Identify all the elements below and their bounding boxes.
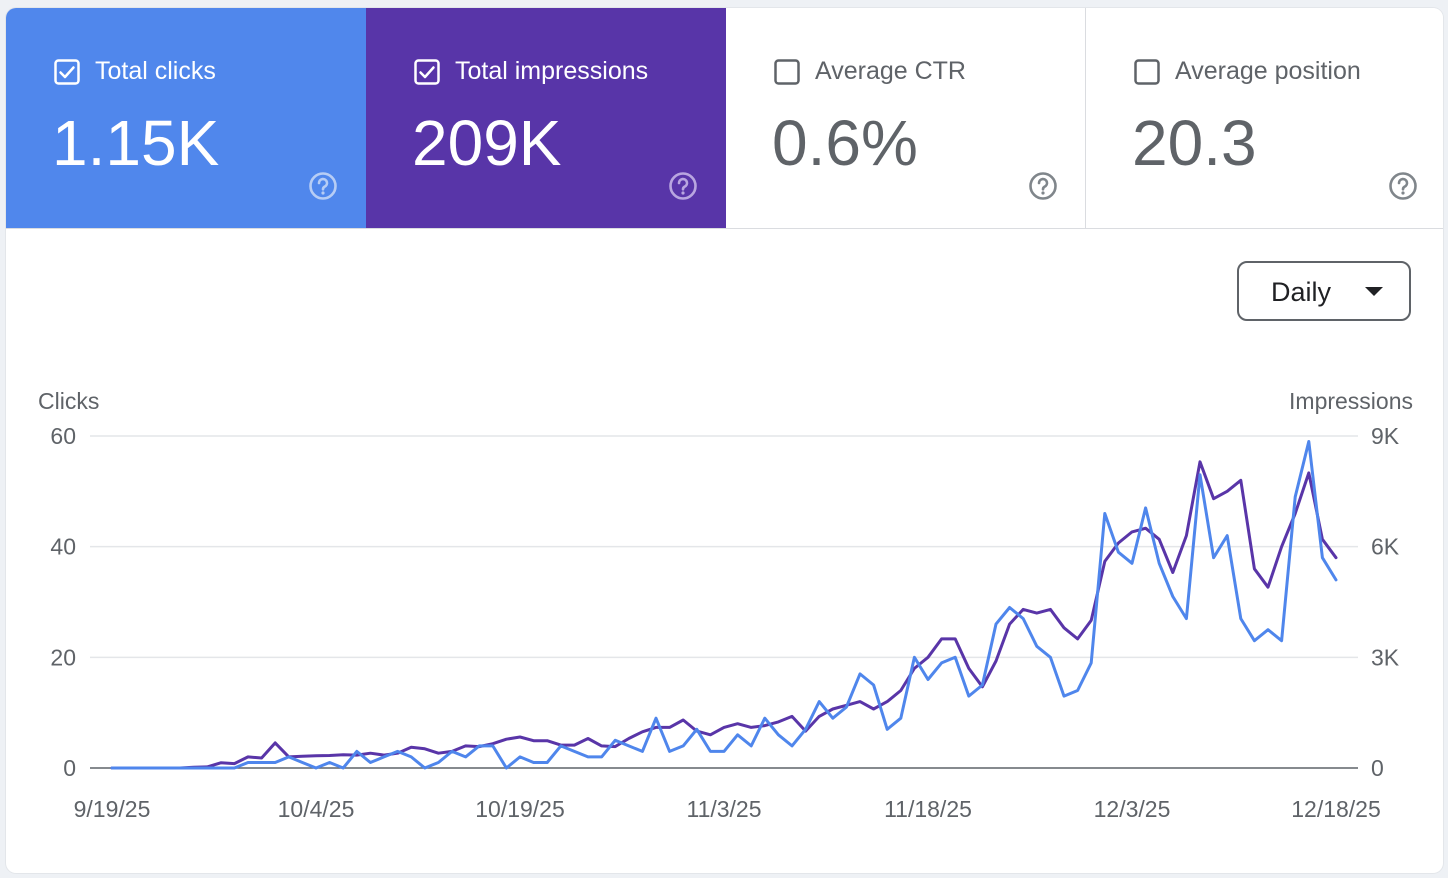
- x-tick-label: 9/19/25: [74, 796, 151, 822]
- metric-label: Average position: [1175, 57, 1361, 85]
- metric-value: 209K: [412, 107, 562, 179]
- left-tick-label: 60: [50, 423, 76, 449]
- x-tick-label: 12/3/25: [1094, 796, 1171, 822]
- x-tick-label: 10/19/25: [475, 796, 565, 822]
- performance-card: Total clicks 1.15K Total impressions 209…: [6, 8, 1443, 873]
- help-icon[interactable]: [668, 171, 698, 201]
- series-line-clicks: [110, 440, 1338, 770]
- right-tick-label: 6K: [1371, 534, 1400, 560]
- granularity-selected: Daily: [1271, 277, 1332, 307]
- caret-down-icon: [1365, 287, 1383, 296]
- performance-chart: Clicks Impressions 0 20 40 60 0 3K 6K 9K 9/19/2…: [38, 388, 1413, 822]
- checkbox-unchecked-icon[interactable]: [774, 59, 800, 85]
- metric-value: 20.3: [1132, 107, 1257, 179]
- left-tick-label: 40: [50, 534, 76, 560]
- x-tick-label: 10/4/25: [278, 796, 355, 822]
- x-tick-label: 11/3/25: [686, 796, 761, 822]
- metric-value: 0.6%: [772, 107, 918, 179]
- checkbox-unchecked-icon[interactable]: [1134, 59, 1160, 85]
- right-axis-title: Impressions: [1289, 388, 1413, 414]
- metric-tabs: Total clicks 1.15K Total impressions 209…: [6, 8, 1443, 229]
- metric-label: Total clicks: [95, 57, 216, 85]
- help-icon[interactable]: [1028, 171, 1058, 201]
- metric-label: Total impressions: [455, 57, 649, 85]
- right-tick-label: 0: [1371, 755, 1384, 781]
- right-tick-label: 3K: [1371, 644, 1400, 670]
- left-tick-label: 0: [63, 755, 76, 781]
- help-icon[interactable]: [1388, 171, 1418, 201]
- series-line-impressions: [110, 460, 1338, 770]
- granularity-dropdown[interactable]: Daily: [1237, 261, 1411, 321]
- checkbox-checked-icon[interactable]: [414, 59, 440, 85]
- x-tick-label: 11/18/25: [884, 796, 972, 822]
- x-tick-label: 12/18/25: [1291, 796, 1381, 822]
- metric-average-position[interactable]: Average position 20.3: [1086, 8, 1443, 228]
- metric-value: 1.15K: [52, 107, 220, 179]
- metric-label: Average CTR: [815, 57, 966, 85]
- metric-average-ctr[interactable]: Average CTR 0.6%: [726, 8, 1086, 228]
- checkbox-checked-icon[interactable]: [54, 59, 80, 85]
- left-axis-title: Clicks: [38, 388, 99, 414]
- metric-total-impressions[interactable]: Total impressions 209K: [366, 8, 726, 228]
- metric-total-clicks[interactable]: Total clicks 1.15K: [6, 8, 366, 228]
- right-tick-label: 9K: [1371, 423, 1400, 449]
- help-icon[interactable]: [308, 171, 338, 201]
- left-tick-label: 20: [50, 644, 76, 670]
